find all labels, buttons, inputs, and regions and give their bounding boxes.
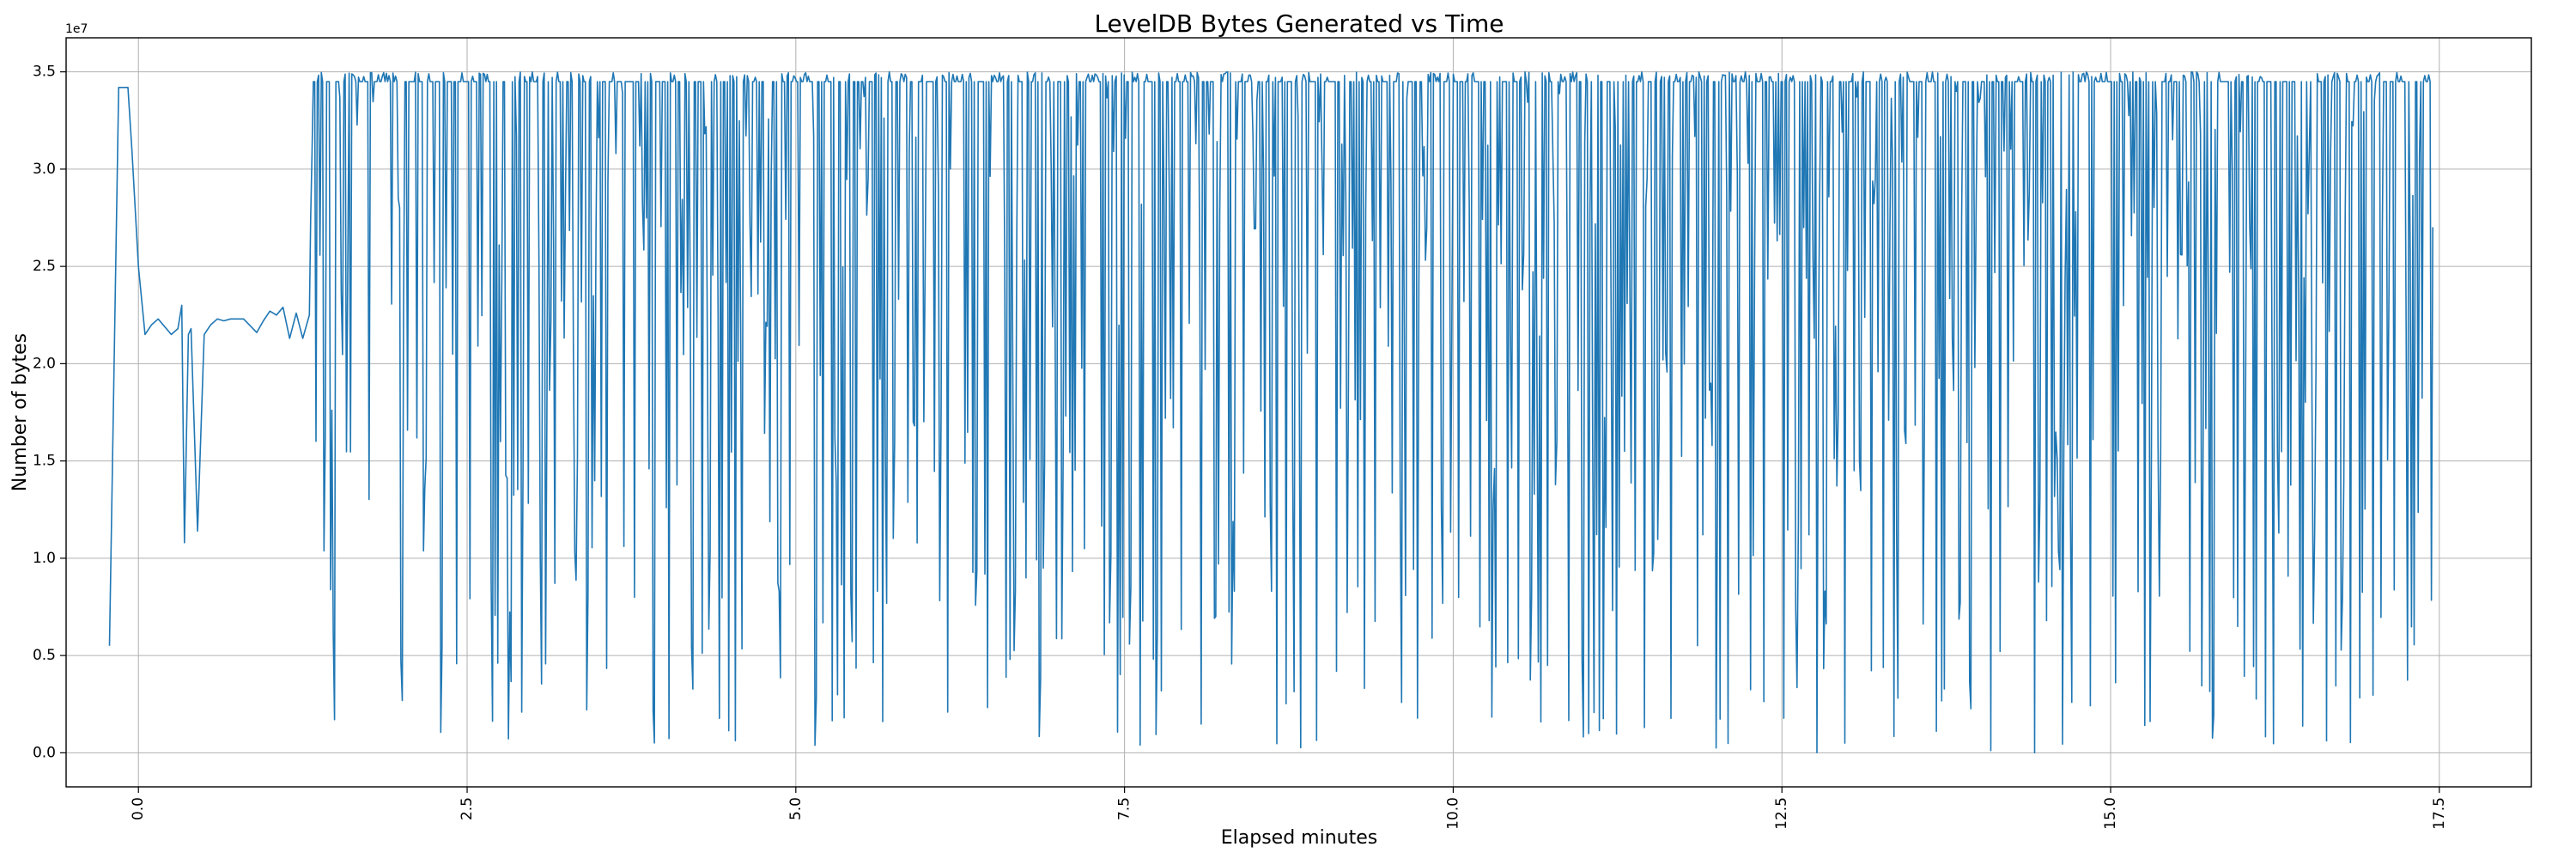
- y-tick-label: 2.5: [33, 258, 56, 275]
- x-tick-label: 5.0: [787, 797, 805, 820]
- y-tick-label: 3.5: [33, 64, 56, 81]
- x-tick-label: 10.0: [1444, 797, 1461, 830]
- axes-layer: 0.0 2.5 5.0 7.5 10.0 12.5 15.0 17.5 0.0 0.5 1.0 1.5…: [33, 37, 2532, 830]
- y-offset-label: 1e7: [65, 22, 88, 36]
- x-axis-label: Elapsed minutes: [1221, 827, 1377, 849]
- x-tick-label: 7.5: [1116, 797, 1133, 820]
- x-tick-label: 15.0: [2102, 797, 2119, 830]
- series-line-bytes-generated: [108, 70, 2433, 754]
- y-tick-label: 0.0: [33, 744, 56, 761]
- y-tick-label: 2.0: [33, 355, 56, 372]
- y-tick-label: 1.5: [33, 453, 56, 470]
- y-axis-label: Number of bytes: [9, 333, 31, 491]
- y-tick-label: 1.0: [33, 550, 56, 567]
- series-layer: [108, 70, 2433, 754]
- x-tick-label: 2.5: [459, 797, 476, 820]
- y-tick-label: 0.5: [33, 647, 56, 664]
- x-tick-label: 17.5: [2431, 797, 2448, 830]
- plot-frame: [65, 37, 2532, 788]
- chart-title: LevelDB Bytes Generated vs Time: [1094, 9, 1504, 38]
- x-tick-label: 12.5: [1773, 797, 1790, 830]
- x-tick-label: 0.0: [130, 797, 147, 820]
- y-tick-label: 3.0: [33, 161, 56, 178]
